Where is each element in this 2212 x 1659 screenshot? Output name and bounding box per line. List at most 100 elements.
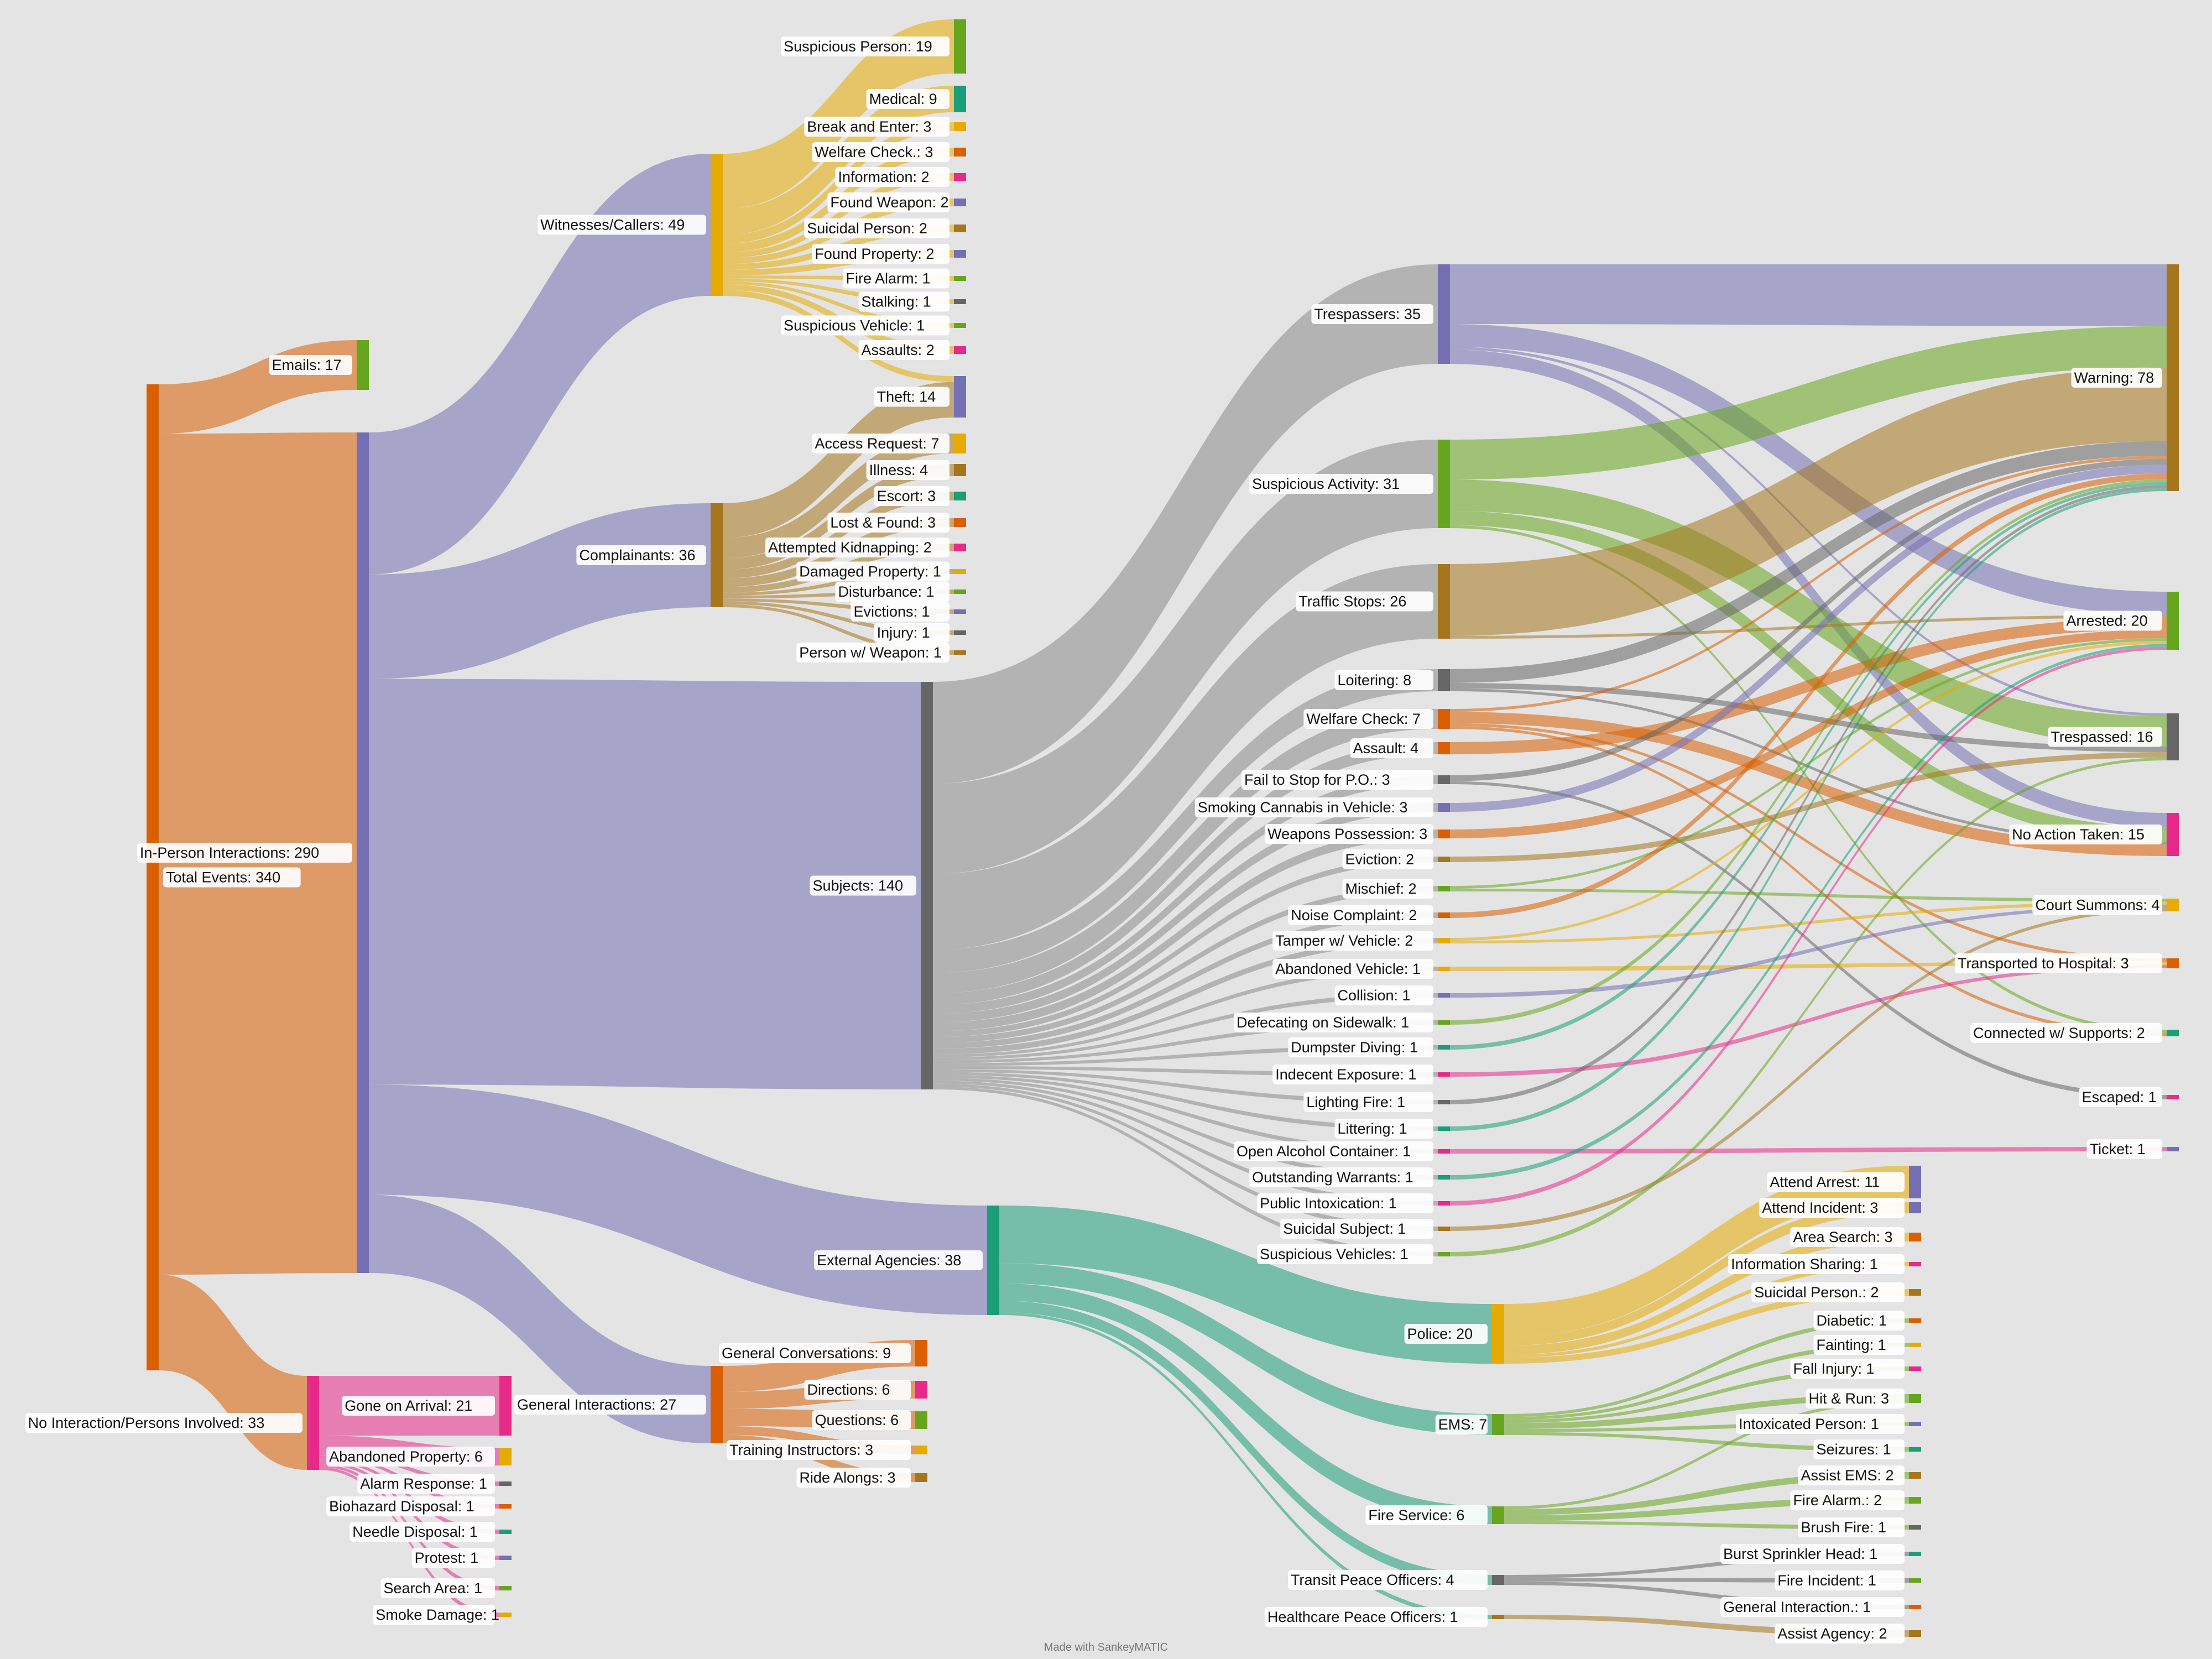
node-w_sv (954, 323, 966, 328)
label-g_ra: Ride Alongs: 3 (796, 1468, 911, 1488)
label-bg-p_is (1728, 1254, 1905, 1274)
node-o_esc (2167, 1095, 2179, 1099)
flow-s_mis-to-o_cs (1450, 889, 2167, 902)
label-s_loit: Loitering: 8 (1334, 670, 1433, 690)
label-text-c_dp: Damaged Property: 1 (799, 564, 941, 580)
label-bg-g_dir (804, 1380, 911, 1400)
node-c_dp (954, 569, 966, 574)
flow-external-to-e_tpo (999, 1300, 1492, 1585)
label-e_hpo: Healthcare Peace Officers: 1 (1264, 1607, 1488, 1627)
label-bg-w_med (866, 89, 950, 109)
flow-witness-to-w_sv (723, 281, 954, 328)
label-bg-s_susact (1249, 474, 1433, 494)
label-text-n_goa: Gone on Arrival: 21 (345, 1397, 472, 1414)
label-text-p_as: Area Search: 3 (1793, 1229, 1892, 1245)
node-c_dis (954, 589, 966, 594)
node-o_th (2167, 958, 2179, 968)
label-text-c_esc: Escort: 3 (877, 488, 936, 504)
label-bg-e_tpo (1288, 1570, 1488, 1590)
node-s_scv (1438, 803, 1450, 812)
label-m_fai: Fainting: 1 (1813, 1335, 1905, 1355)
label-f_bf: Brush Fire: 1 (1798, 1517, 1905, 1537)
flow-subjects-to-s_sv (933, 1086, 1438, 1256)
flow-s_dos-to-o_warn (1450, 479, 2167, 1025)
node-s_col (1438, 993, 1450, 998)
flow-s_susact-to-o_tres (1450, 479, 2167, 747)
label-text-c_ill: Illness: 4 (869, 462, 928, 478)
flow-subjects-to-s_col (933, 993, 1438, 1061)
node-inperson (357, 432, 369, 1273)
node-c_pww (954, 650, 966, 655)
node-s_ss (1438, 1227, 1450, 1231)
flow-subjects-to-s_oac (933, 1074, 1438, 1154)
flow-complain-to-c_pww (723, 604, 954, 655)
label-c_ak: Attempted Kidnapping: 2 (765, 538, 950, 557)
label-bg-noint (25, 1413, 302, 1433)
label-s_welf: Welfare Check: 7 (1303, 709, 1433, 729)
node-m_ip (1909, 1422, 1921, 1426)
label-n_nd: Needle Disposal: 1 (349, 1522, 495, 1542)
node-g_ra (915, 1473, 927, 1482)
flow-s_tres-to-o_warn (1450, 264, 2167, 326)
label-bg-g_q (812, 1410, 911, 1430)
label-w_inf: Information: 2 (835, 167, 950, 187)
flow-s_traffic-to-o_arr (1450, 615, 2167, 639)
node-c_theft (954, 376, 966, 418)
flow-subjects-to-s_fts (933, 775, 1438, 1014)
flow-subjects-to-s_asl (933, 742, 1438, 1005)
flow-e_pol-to-p_ai (1504, 1202, 1909, 1346)
label-s_traffic: Traffic Stops: 26 (1296, 591, 1433, 612)
label-text-g_dir: Directions: 6 (807, 1381, 890, 1398)
label-w_stk: Stalking: 1 (858, 291, 950, 312)
label-s_susact: Suspicious Activity: 31 (1249, 474, 1433, 494)
label-o_arr: Arrested: 20 (2063, 611, 2162, 631)
label-n_ar: Alarm Response: 1 (357, 1474, 495, 1494)
node-m_fi (1909, 1366, 1921, 1371)
node-w_fp (954, 250, 966, 258)
label-text-s_pi: Public Intoxication: 1 (1260, 1195, 1397, 1212)
flow-e_ems-to-m_sei (1504, 1432, 1909, 1452)
label-text-complain: Complainants: 36 (579, 547, 695, 564)
label-bg-s_oac (1234, 1141, 1433, 1161)
label-bg-inperson (137, 843, 353, 863)
label-witness: Witnesses/Callers: 49 (538, 215, 706, 235)
label-text-s_oac: Open Alcohol Container: 1 (1237, 1143, 1411, 1160)
node-complain (711, 503, 723, 607)
flow-subjects-to-s_pi (933, 1081, 1438, 1206)
node-f_bf (1909, 1525, 1921, 1530)
node-s_fts (1438, 775, 1450, 784)
label-text-w_sui: Suicidal Person: 2 (807, 220, 927, 237)
label-n_goa: Gone on Arrival: 21 (342, 1396, 495, 1416)
label-text-c_ak: Attempted Kidnapping: 2 (768, 539, 932, 556)
flow-s_tv-to-o_arr (1450, 641, 2167, 941)
label-bg-f_bsh (1720, 1544, 1905, 1564)
label-text-c_pww: Person w/ Weapon: 1 (799, 644, 942, 661)
label-bg-o_th (1954, 953, 2162, 973)
label-bg-s_fts (1241, 770, 1433, 790)
flow-s_mis-to-o_arr (1450, 638, 2167, 889)
node-p_is (1909, 1262, 1921, 1266)
node-n_sd (499, 1613, 512, 1617)
flow-s_ss-to-o_cs (1450, 908, 2167, 1231)
label-bg-subjects (810, 875, 916, 896)
label-bg-m_hr (1806, 1389, 1905, 1408)
label-text-w_asl: Assaults: 2 (862, 342, 935, 358)
label-bg-n_bd (326, 1496, 495, 1516)
flow-e_fire-to-m_hr (1504, 1400, 1909, 1510)
node-emails (357, 340, 369, 390)
node-c_ill (954, 464, 966, 476)
label-text-s_scv: Smoking Cannabis in Vehicle: 3 (1198, 799, 1408, 816)
node-w_wel (954, 148, 966, 156)
label-text-f_bf: Brush Fire: 1 (1801, 1519, 1886, 1536)
label-s_nc: Noise Complaint: 2 (1288, 905, 1433, 925)
node-s_nc (1438, 912, 1450, 918)
label-bg-c_dis (835, 582, 950, 602)
label-text-s_tres: Trespassers: 35 (1314, 306, 1421, 322)
flow-s_wp-to-o_arr (1450, 629, 2167, 838)
label-text-g_ra: Ride Alongs: 3 (799, 1469, 895, 1486)
flow-e_ems-to-m_fai (1504, 1343, 1909, 1420)
node-s_mis (1438, 886, 1450, 891)
flow-s_lf-to-o_warn (1450, 485, 2167, 1105)
label-bg-w_stk (858, 291, 950, 312)
